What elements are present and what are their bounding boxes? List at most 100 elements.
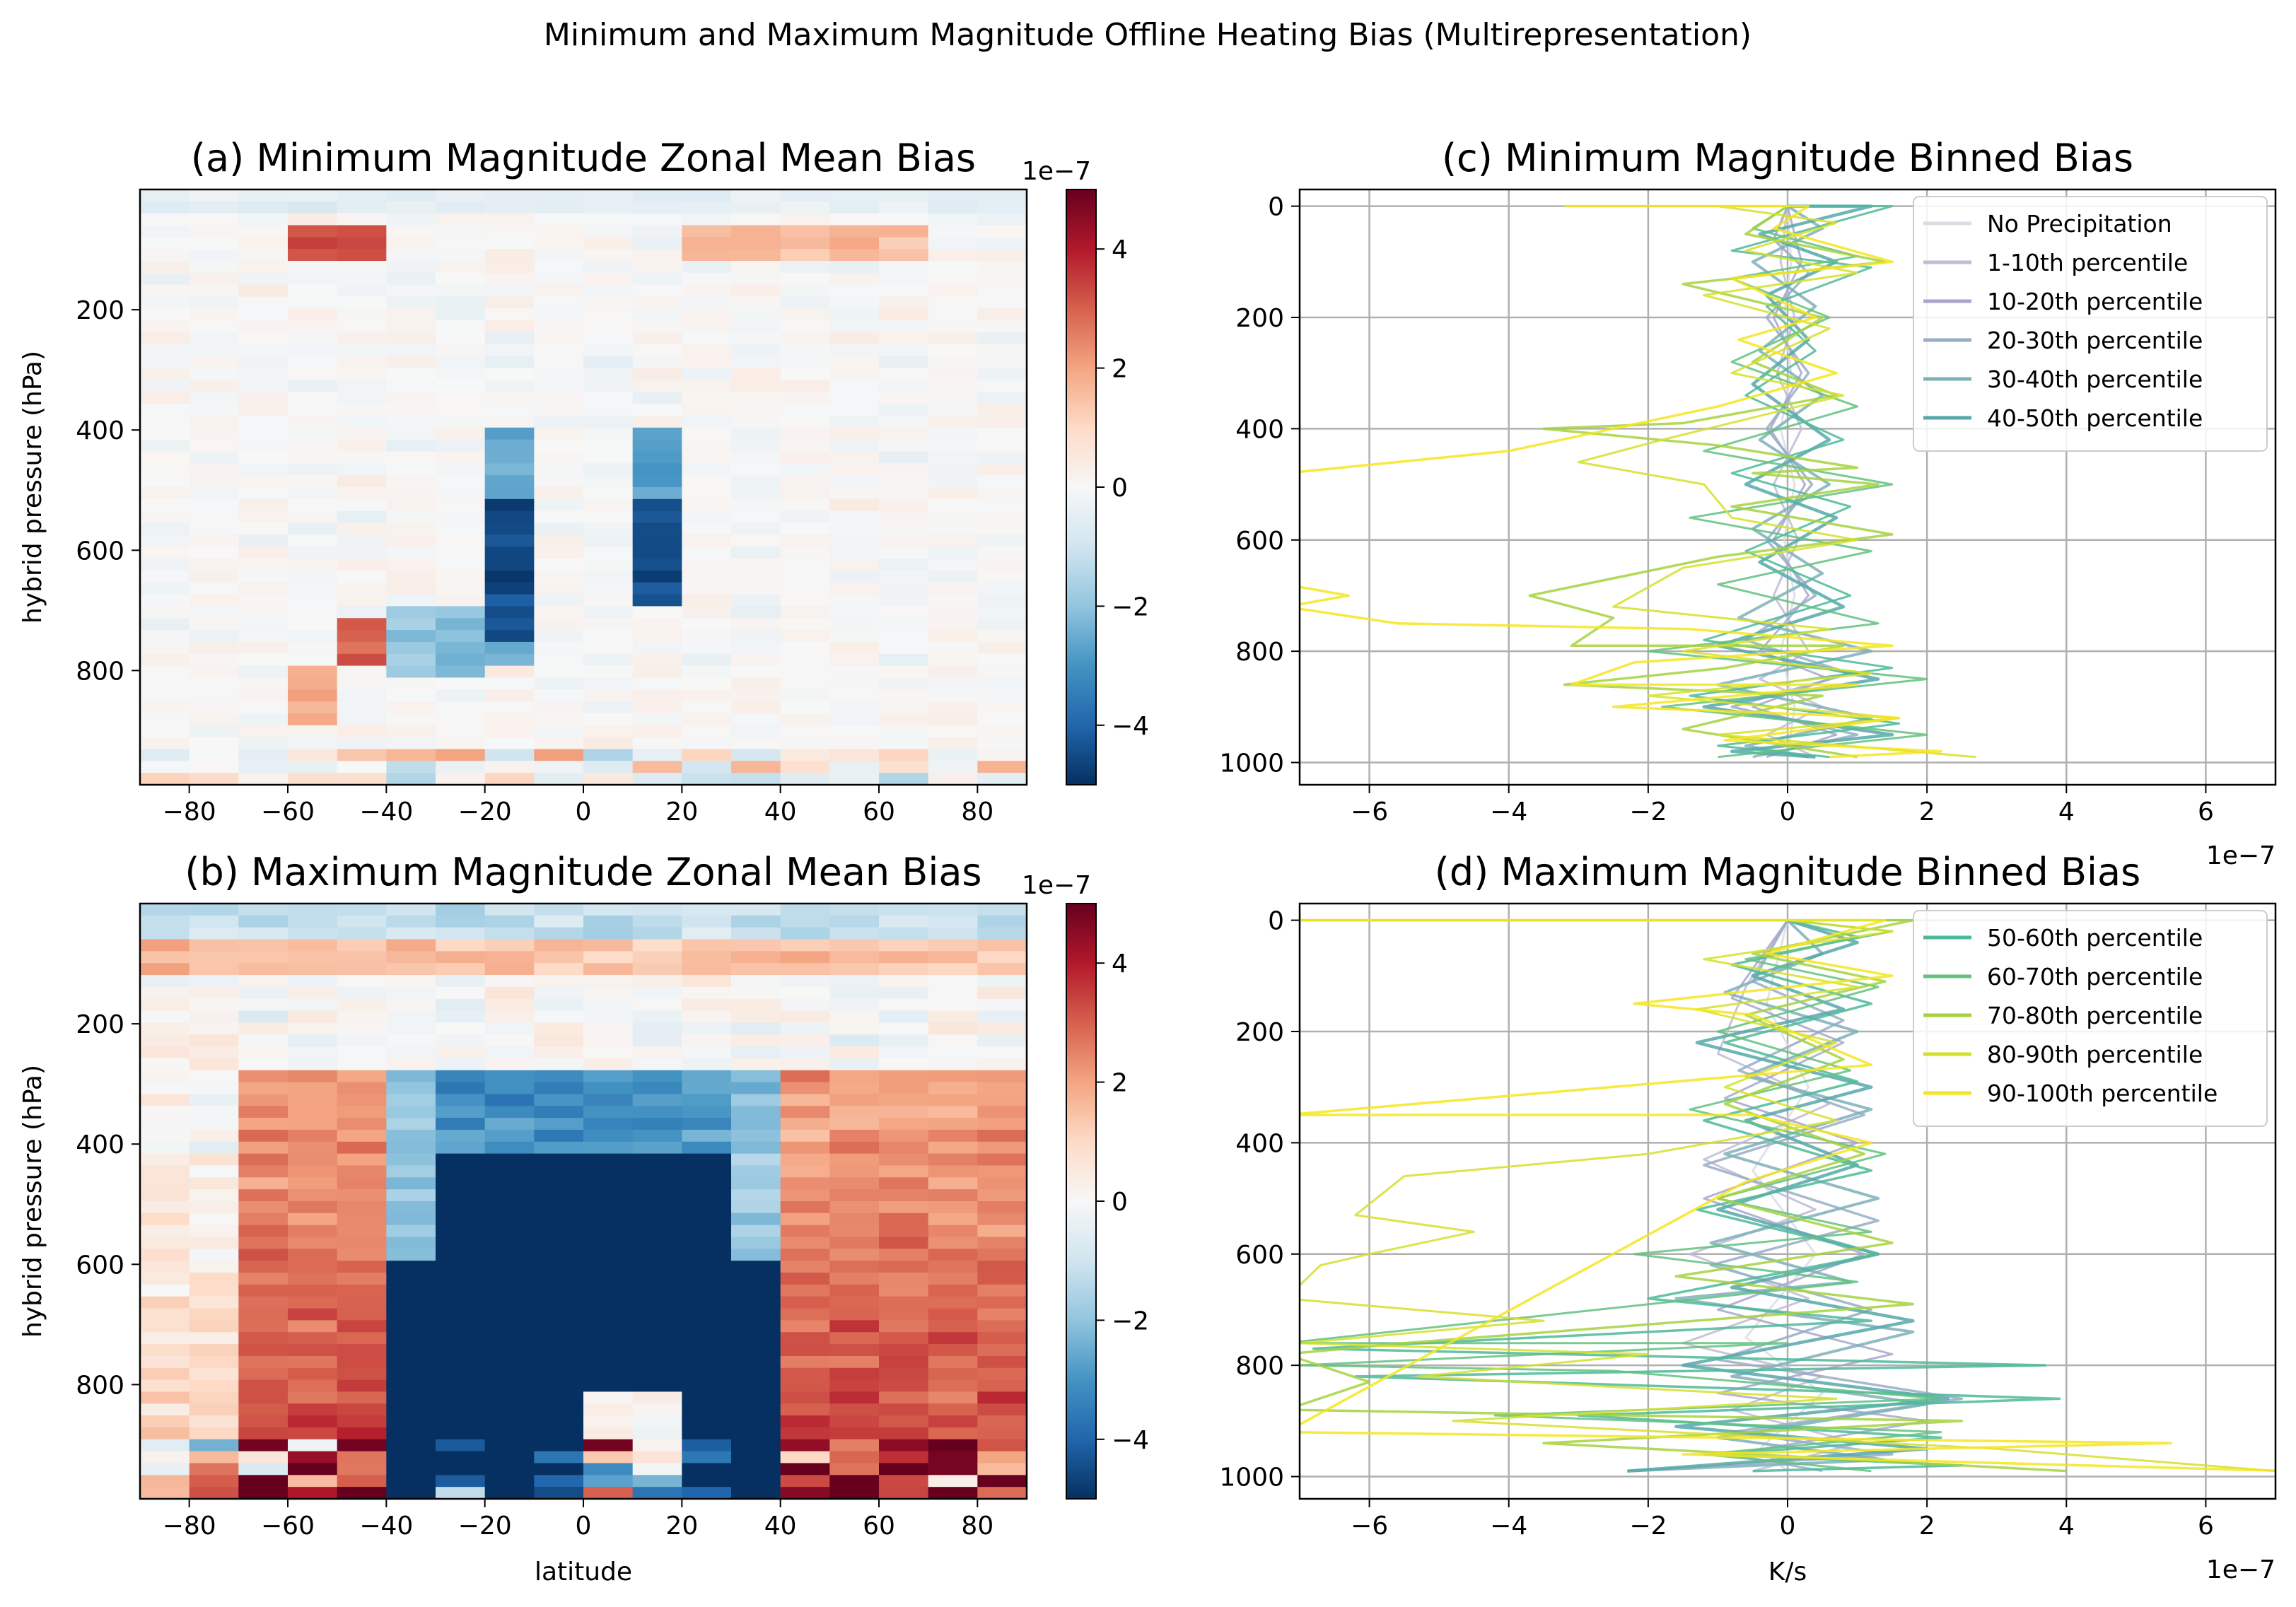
heatmap-cell bbox=[829, 1284, 880, 1297]
heatmap-cell bbox=[337, 986, 387, 1000]
heatmap-cell bbox=[189, 1332, 239, 1345]
heatmap-cell bbox=[140, 963, 190, 976]
heatmap-cell bbox=[829, 1022, 880, 1035]
heatmap-cell bbox=[534, 463, 584, 476]
heatmap-cell bbox=[386, 308, 436, 321]
heatmap-cell bbox=[140, 1022, 190, 1035]
heatmap-cell bbox=[977, 213, 1027, 226]
heatmap-cell bbox=[780, 1415, 830, 1428]
heatmap-cell bbox=[534, 272, 584, 286]
heatmap-cell bbox=[829, 1118, 880, 1130]
heatmap-cell bbox=[337, 1070, 387, 1083]
heatmap-cell bbox=[977, 606, 1027, 619]
heatmap-cell bbox=[829, 927, 880, 940]
heatmap-cell bbox=[189, 189, 239, 202]
heatmap-cell bbox=[484, 594, 535, 607]
heatmap-cell bbox=[140, 1475, 190, 1488]
heatmap-cell bbox=[238, 737, 289, 750]
heatmap-cell bbox=[731, 296, 781, 309]
heatmap-cell bbox=[682, 261, 732, 274]
heatmap-cell bbox=[731, 1403, 781, 1416]
heatmap-cell bbox=[534, 189, 584, 202]
heatmap-cell bbox=[337, 1284, 387, 1297]
y-tick-label: 0 bbox=[1268, 907, 1284, 936]
heatmap-cell bbox=[829, 1367, 880, 1381]
heatmap-cell bbox=[534, 475, 584, 488]
heatmap-cell bbox=[928, 559, 978, 571]
heatmap-cell bbox=[632, 451, 682, 464]
heatmap-cell bbox=[140, 510, 190, 524]
heatmap-cell bbox=[731, 653, 781, 667]
heatmap-cell bbox=[386, 189, 436, 202]
heatmap-cell bbox=[238, 404, 289, 416]
heatmap-cell bbox=[928, 915, 978, 928]
heatmap-cell bbox=[682, 213, 732, 226]
heatmap-cell bbox=[682, 1058, 732, 1071]
heatmap-cell bbox=[534, 1273, 584, 1285]
heatmap-cell bbox=[189, 701, 239, 714]
heatmap-cell bbox=[238, 380, 289, 392]
heatmap-cell bbox=[140, 1415, 190, 1428]
heatmap-cell bbox=[682, 547, 732, 559]
x-tick-label: −20 bbox=[458, 797, 512, 826]
heatmap-cell bbox=[189, 296, 239, 309]
heatmap-cell bbox=[682, 1475, 732, 1488]
heatmap-cell bbox=[189, 308, 239, 321]
heatmap-cell bbox=[583, 534, 634, 547]
heatmap-cell bbox=[386, 1022, 436, 1035]
heatmap-cell bbox=[484, 927, 535, 940]
heatmap-cell bbox=[731, 272, 781, 286]
heatmap-cell bbox=[731, 749, 781, 761]
heatmap-cell bbox=[189, 1296, 239, 1309]
heatmap-cell bbox=[288, 1415, 338, 1428]
heatmap-cell bbox=[879, 439, 929, 452]
heatmap-cell bbox=[928, 570, 978, 583]
heatmap-cell bbox=[928, 1201, 978, 1214]
heatmap-cell bbox=[288, 986, 338, 1000]
heatmap-cell bbox=[879, 189, 929, 202]
heatmap-cell bbox=[928, 475, 978, 488]
heatmap-cell bbox=[140, 487, 190, 500]
heatmap-cell bbox=[337, 225, 387, 238]
heatmap-cell bbox=[829, 1403, 880, 1416]
heatmap-cell bbox=[436, 284, 486, 298]
heatmap-cell bbox=[436, 1022, 486, 1035]
heatmap-cell bbox=[928, 510, 978, 524]
heatmap-cell bbox=[632, 1070, 682, 1083]
heatmap-cell bbox=[484, 463, 535, 476]
heatmap-cell bbox=[977, 284, 1027, 298]
heatmap-cell bbox=[140, 570, 190, 583]
heatmap-cell bbox=[632, 272, 682, 286]
heatmap-cell bbox=[534, 1427, 584, 1440]
heatmap-cell bbox=[583, 975, 634, 988]
heatmap-cell bbox=[484, 380, 535, 392]
heatmap-cell bbox=[780, 415, 830, 428]
legend-box bbox=[1913, 196, 2268, 452]
heatmap-cell bbox=[879, 975, 929, 988]
heatmap-cell bbox=[288, 1237, 338, 1249]
heatmap-cell bbox=[780, 1308, 830, 1321]
heatmap-cell bbox=[436, 951, 486, 964]
heatmap-cell bbox=[632, 1379, 682, 1393]
heatmap-cell bbox=[780, 677, 830, 690]
heatmap-cell bbox=[534, 1379, 584, 1393]
heatmap-cell bbox=[484, 1070, 535, 1083]
heatmap-cell bbox=[534, 998, 584, 1012]
heatmap-cell bbox=[140, 653, 190, 667]
heatmap-cell bbox=[928, 1296, 978, 1309]
heatmap-cell bbox=[780, 237, 830, 250]
heatmap-cell bbox=[288, 1463, 338, 1475]
heatmap-cell bbox=[436, 320, 486, 333]
x-tick-label: 60 bbox=[863, 797, 895, 826]
heatmap-cell bbox=[731, 547, 781, 559]
heatmap-cell bbox=[977, 1141, 1027, 1155]
heatmap-cell bbox=[238, 915, 289, 928]
heatmap-cell bbox=[583, 1225, 634, 1238]
heatmap-cell bbox=[189, 641, 239, 655]
heatmap-cell bbox=[386, 332, 436, 345]
heatmap-cell bbox=[632, 1439, 682, 1452]
heatmap-cell bbox=[534, 677, 584, 690]
heatmap-cell bbox=[632, 439, 682, 452]
